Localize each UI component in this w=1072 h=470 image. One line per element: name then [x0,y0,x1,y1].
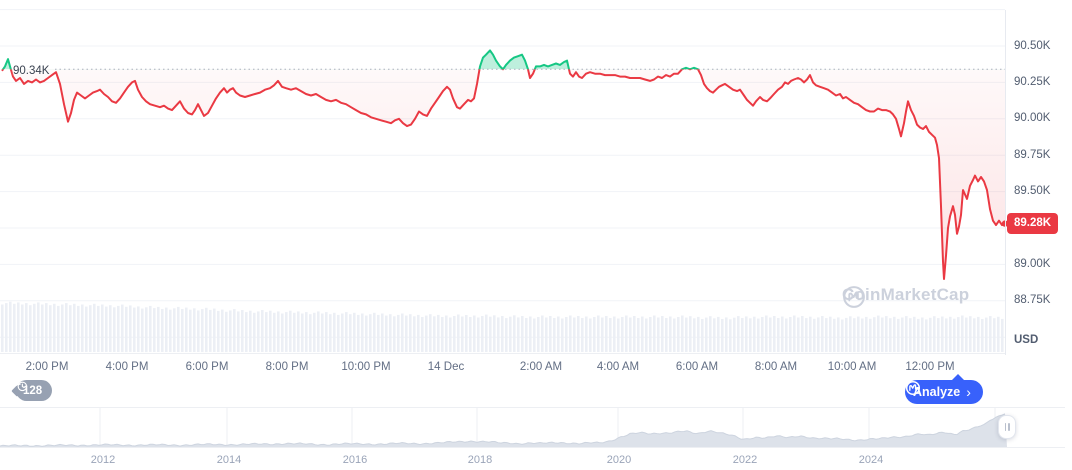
x-axis-tick: 4:00 PM [105,361,149,373]
minimap-area [0,413,1007,447]
candle-count-badge: 128 [16,380,53,401]
year-label: 2014 [216,454,242,466]
year-label: 2022 [732,454,758,466]
y-axis-tick: 89.00K [1014,258,1051,270]
current-price-badge: 89.28K [1007,213,1059,234]
handle-grip-icon [1008,423,1010,431]
volume-bars [1,301,1004,353]
candle-count-value: 128 [23,384,43,397]
analyze-tooltip-tail [951,374,965,381]
history-minimap[interactable] [0,407,1065,448]
x-axis-tick: 8:00 AM [754,361,798,373]
year-label: 2012 [90,454,116,466]
x-axis-tick: 4:00 AM [596,361,640,373]
usd-unit-label: USD [1014,334,1039,346]
year-label: 2016 [342,454,368,466]
minimap-area-edge [0,413,1006,447]
clock-history-icon [17,381,28,392]
open-price-label: 90.34K [13,65,50,77]
x-axis-tick: 10:00 AM [827,361,877,373]
price-area-down [2,69,1005,279]
y-axis-tick: 90.25K [1014,76,1051,88]
analyze-label: Analyze [913,385,961,399]
x-axis-tick: 14 Dec [427,361,465,373]
cmc-logo-icon [905,380,921,396]
price-line-up [1,49,700,70]
analyze-button[interactable]: Analyze › [905,380,983,404]
x-axis-tick: 2:00 PM [25,361,69,373]
year-label: 2020 [606,454,632,466]
x-axis-tick: 10:00 PM [341,361,391,373]
x-axis-tick: 6:00 PM [185,361,229,373]
watermark: CoinMarketCap [842,285,970,308]
price-line-down [1,69,1006,280]
y-axis-tick: 90.50K [1014,40,1051,52]
y-axis-tick: 89.75K [1014,149,1051,161]
analyze-chevron-icon: › [966,384,971,400]
y-axis-tick: 90.00K [1014,112,1051,124]
handle-grip-icon [1004,423,1006,431]
year-label: 2018 [467,454,493,466]
cmc-watermark-logo-icon [843,286,865,308]
y-axis-tick: 88.75K [1014,294,1051,306]
price-area-up [3,50,698,70]
year-label: 2024 [858,454,884,466]
watermark-text: CoinMarketCap [842,285,970,304]
x-axis-tick: 8:00 PM [265,361,309,373]
timeline-handle[interactable] [998,415,1016,439]
y-axis-tick: 89.50K [1014,185,1051,197]
x-axis-tick: 2:00 AM [519,361,563,373]
x-axis-tick: 12:00 PM [905,361,955,373]
x-axis-tick: 6:00 AM [675,361,719,373]
